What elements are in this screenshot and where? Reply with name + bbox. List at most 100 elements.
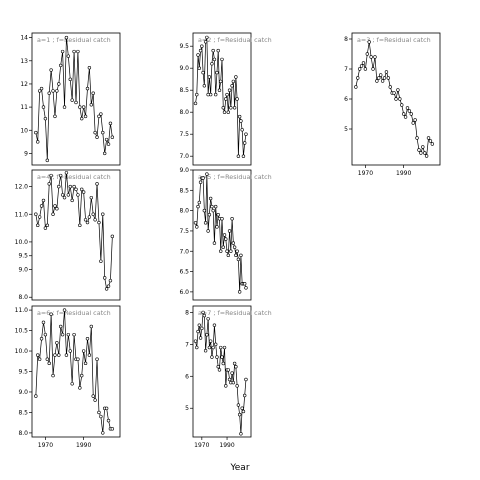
y-tick-label: 9.5 [18, 253, 28, 260]
data-point [361, 61, 366, 65]
data-point [89, 195, 94, 200]
data-point [97, 220, 101, 225]
data-point [242, 393, 247, 398]
data-point [377, 76, 381, 80]
data-point [237, 290, 242, 294]
data-point [70, 382, 74, 386]
data-point [51, 212, 55, 216]
data-point [239, 119, 243, 123]
series-line [195, 37, 247, 157]
data-point [43, 116, 48, 121]
data-point [198, 336, 203, 340]
data-point [219, 249, 223, 253]
data-point [76, 49, 80, 54]
data-point [206, 229, 210, 233]
data-point [197, 66, 202, 70]
data-point [39, 204, 44, 208]
panel-label: a=5 ; f=Residual catch [198, 173, 272, 181]
data-point [225, 92, 229, 97]
data-point [39, 337, 44, 341]
data-point [101, 431, 105, 435]
data-point [232, 361, 237, 366]
data-point [68, 184, 72, 189]
data-point [415, 136, 419, 140]
data-point [211, 345, 215, 350]
data-point [99, 414, 103, 419]
data-point [58, 63, 63, 68]
data-point [201, 310, 205, 315]
y-tick-label: 7.0 [179, 153, 189, 160]
y-tick-label: 9.5 [18, 369, 28, 376]
data-point [60, 332, 65, 337]
data-point [215, 70, 219, 75]
series-line [355, 41, 433, 158]
x-tick-label: 1970 [358, 170, 373, 177]
data-point [220, 355, 224, 359]
data-point [195, 92, 199, 97]
data-point [226, 110, 231, 114]
data-point [87, 353, 92, 357]
data-point [95, 182, 99, 186]
data-point [36, 353, 40, 357]
data-point [211, 208, 215, 213]
data-point [195, 345, 199, 350]
data-point [219, 79, 223, 84]
data-point [45, 223, 50, 228]
data-point [36, 140, 40, 144]
data-point [201, 70, 205, 75]
data-point [49, 312, 53, 316]
data-point [234, 253, 238, 258]
data-point [197, 323, 202, 327]
y-tick-label: 9.0 [179, 167, 189, 174]
data-point [66, 54, 71, 58]
data-point [198, 180, 203, 184]
y-tick-label: 6.5 [179, 269, 189, 276]
panel-r1c1: a=1 ; f=Residual catch 9 10 11 12 13 14 [20, 32, 121, 166]
y-tick-label: 9 [24, 150, 28, 157]
data-point [201, 176, 205, 180]
data-point [203, 221, 208, 225]
series-line [35, 172, 113, 290]
data-point [405, 106, 410, 110]
data-point [430, 142, 435, 146]
panel-r3c2: a=7 ; f=Residual catch 5 6 7 8 1970 1990 [185, 305, 272, 449]
data-point [426, 136, 431, 140]
y-tick-label: 8.0 [179, 208, 189, 215]
panel-r2c1: a=4 ; f=Residual catch 8.0 9.0 9.5 10.0 11.0 1… [15, 169, 121, 301]
data-point [62, 308, 67, 312]
data-point [57, 82, 61, 86]
series-line [35, 310, 113, 433]
data-point [230, 371, 234, 375]
y-tick-label: 8.0 [18, 430, 28, 437]
data-point [392, 91, 396, 95]
data-point [34, 130, 38, 135]
y-tick-label: 8 [344, 36, 348, 43]
data-point [227, 377, 232, 382]
data-point [365, 52, 370, 56]
data-point [217, 88, 222, 92]
data-point [53, 353, 57, 357]
data-point [64, 353, 69, 357]
data-point [221, 361, 225, 366]
data-point [93, 218, 97, 222]
data-point [58, 324, 63, 329]
y-tick-label: 7.5 [179, 131, 189, 138]
data-point [396, 88, 400, 92]
data-point [195, 225, 199, 229]
data-point [219, 345, 223, 350]
data-point [37, 357, 42, 361]
data-point [76, 357, 80, 361]
y-tick-label: 11.0 [15, 211, 29, 218]
y-tick-label: 8 [185, 309, 189, 316]
data-point [239, 253, 243, 258]
data-point [110, 135, 115, 139]
data-point [222, 233, 227, 237]
y-tick-label: 7 [185, 341, 189, 348]
data-point [244, 286, 248, 290]
y-tick-label: 12 [20, 81, 28, 88]
data-point [41, 198, 46, 203]
data-point [104, 137, 109, 142]
data-point [41, 320, 46, 325]
panel-r2c2: a=5 ; f=Residual catch 6.0 6.5 7.0 7.5 8.0 8.5… [179, 167, 272, 301]
data-point [398, 97, 402, 101]
